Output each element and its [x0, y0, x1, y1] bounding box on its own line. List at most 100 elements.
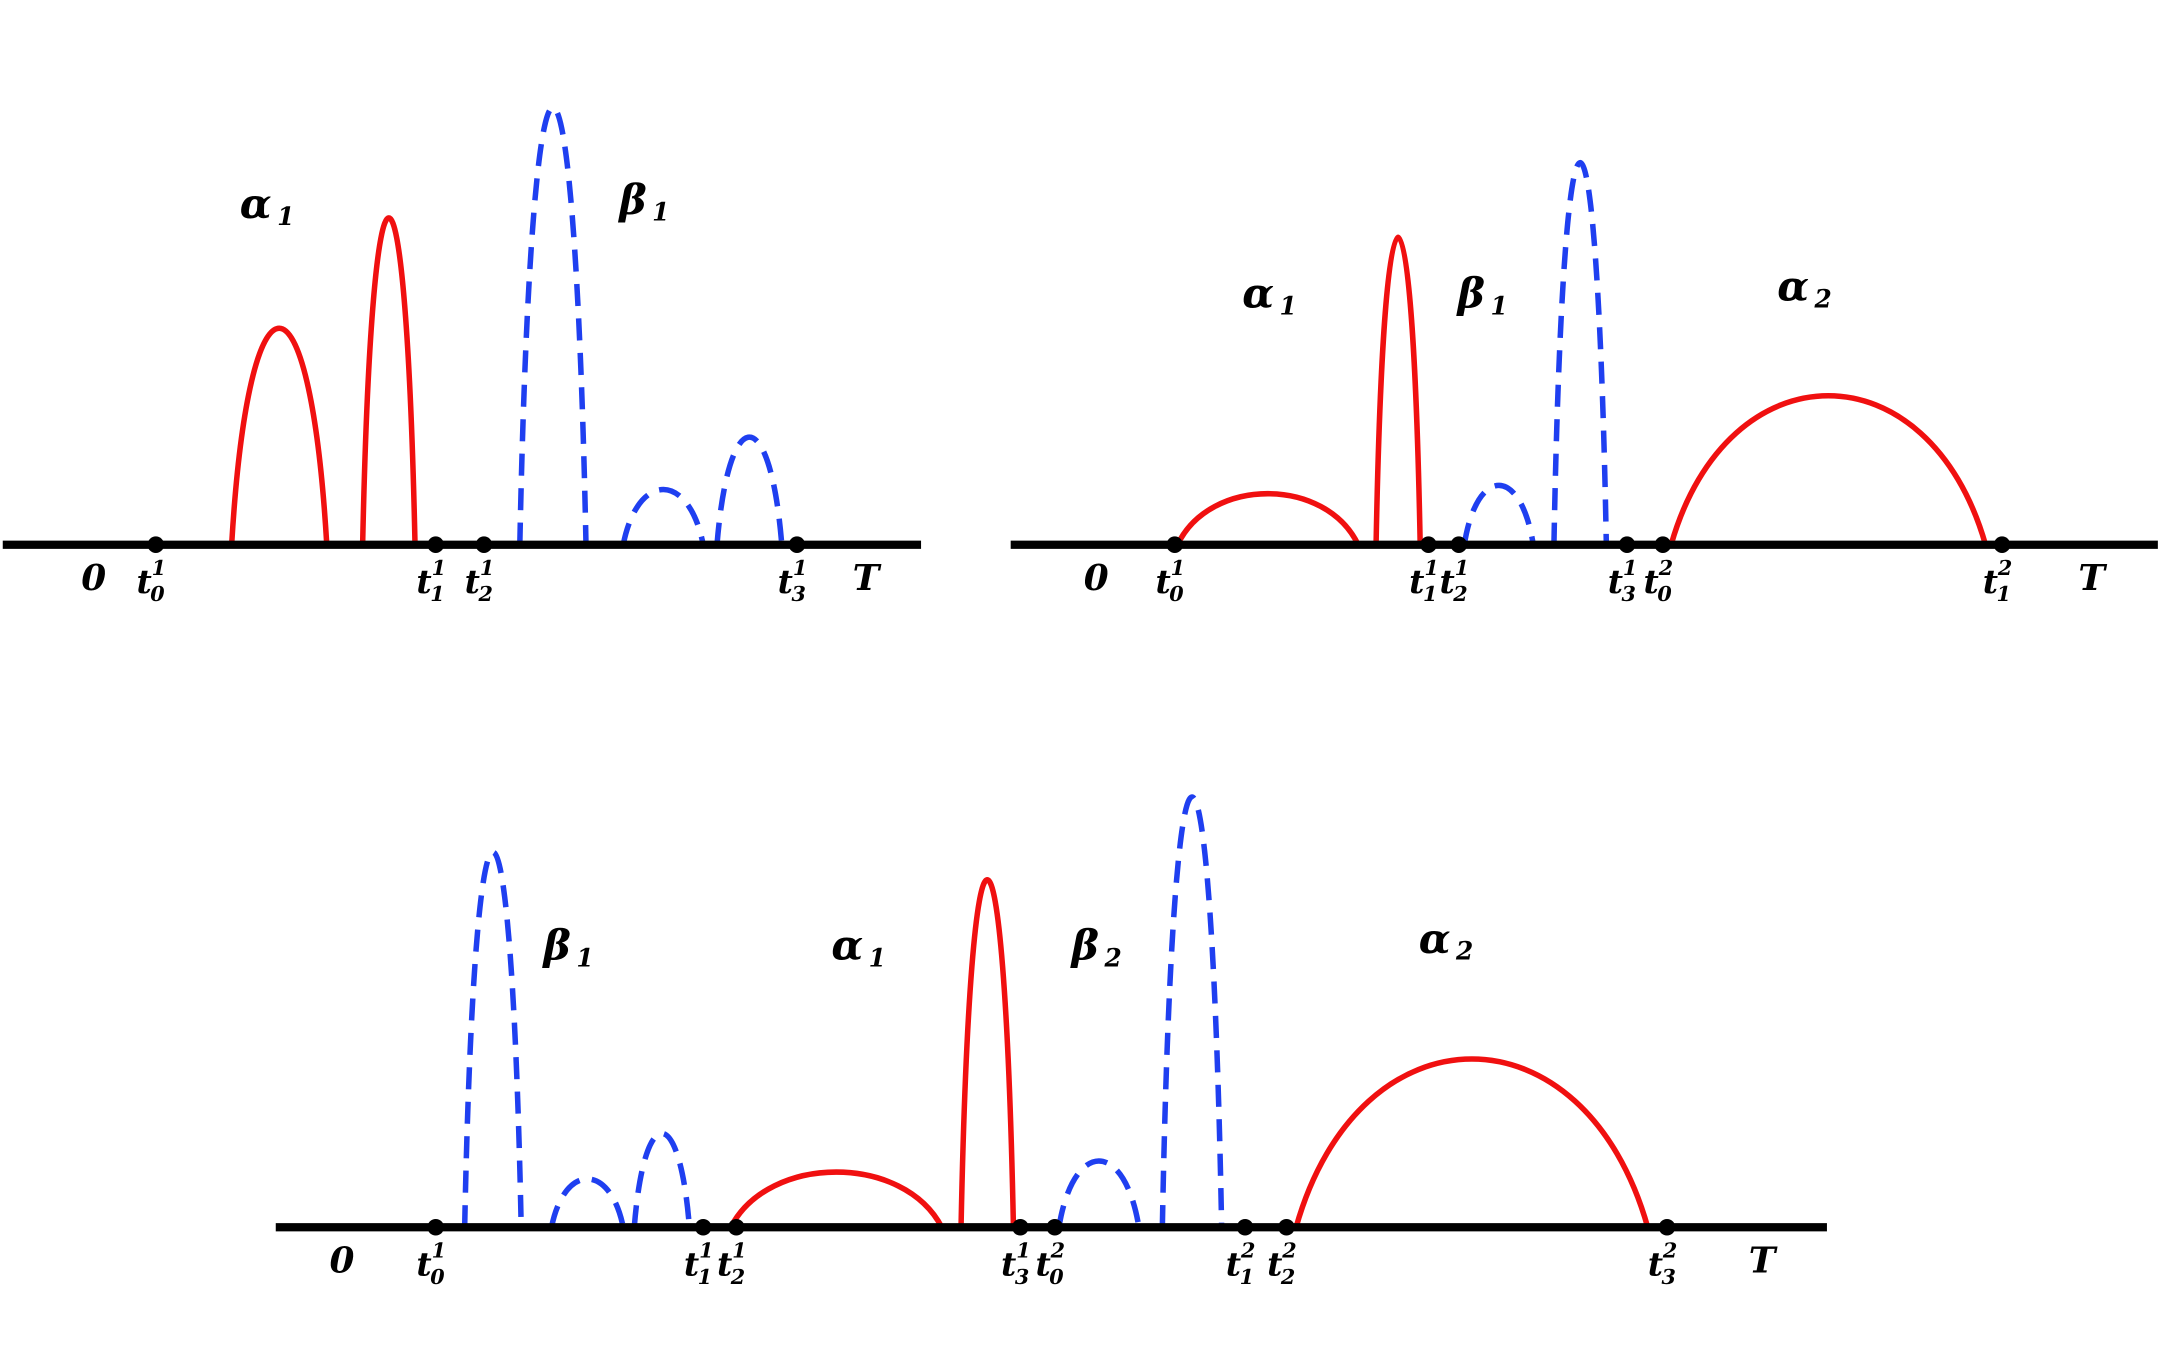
tick-sub: 0 — [1049, 1265, 1064, 1289]
blue-arc — [631, 1131, 693, 1228]
tick-label: t — [1155, 562, 1170, 601]
phase-label: α — [1419, 914, 1451, 963]
tick-label: t — [717, 1244, 732, 1283]
tick-sup: 1 — [699, 1239, 713, 1263]
tick-label: t — [137, 562, 152, 601]
tick-dot — [427, 536, 444, 553]
blue-arc — [620, 487, 706, 546]
tick-sub: 3 — [1015, 1265, 1029, 1289]
phase-label: α — [1777, 262, 1809, 311]
tick-sub: 1 — [1997, 582, 2011, 606]
end-label: T — [2078, 557, 2107, 599]
tick-label: t — [1001, 1244, 1016, 1283]
tick-sup: 1 — [1424, 556, 1438, 580]
tick-label: t — [1226, 1244, 1241, 1283]
end-label: T — [1749, 1240, 1778, 1282]
tick-sup: 1 — [1455, 556, 1469, 580]
tick-dot — [694, 1218, 712, 1236]
phase-sub: 2 — [1455, 937, 1473, 966]
tick-label: t — [1409, 562, 1424, 601]
tick-sub: 0 — [1657, 582, 1672, 606]
red-arc — [958, 877, 1017, 1228]
phase-label: α — [831, 921, 863, 970]
tick-sup: 2 — [1050, 1239, 1065, 1263]
blue-arc — [714, 434, 785, 545]
tick-sup: 1 — [152, 556, 166, 580]
tick-sub: 1 — [698, 1265, 712, 1289]
tick-sup: 1 — [793, 556, 807, 580]
phase-label: β — [1069, 921, 1098, 970]
tick-dot — [1450, 536, 1468, 553]
tick-sub: 0 — [430, 1265, 445, 1289]
tick-label: t — [1983, 562, 1998, 601]
phase-sub: 2 — [1814, 285, 1832, 314]
tick-dot — [475, 536, 493, 553]
tick-label: t — [416, 1244, 431, 1283]
tick-sup: 2 — [1658, 556, 1673, 580]
tick-label: t — [1648, 1244, 1663, 1283]
tick-sub: 1 — [1423, 582, 1437, 606]
tick-dot — [1993, 536, 2011, 553]
tick-dot — [1012, 1218, 1029, 1236]
red-arc — [728, 1169, 945, 1229]
origin-label: 0 — [81, 557, 106, 599]
tick-dot — [1166, 536, 1184, 553]
phase-sub: 2 — [1103, 944, 1121, 973]
tick-sup: 2 — [1281, 1239, 1296, 1263]
tick-dot — [1236, 1218, 1254, 1236]
red-arc — [1373, 234, 1423, 545]
tick-sup: 1 — [1016, 1239, 1030, 1263]
tick-dot — [1658, 1218, 1676, 1236]
tick-dot — [147, 536, 165, 553]
blue-arc — [1551, 160, 1610, 545]
tick-sup: 1 — [432, 556, 446, 580]
tick-dot — [728, 1218, 745, 1236]
tick-label: t — [1267, 1244, 1282, 1283]
red-arc — [228, 325, 330, 545]
tick-label: t — [684, 1244, 699, 1283]
tick-sub: 2 — [1452, 582, 1467, 606]
tick-dot — [427, 1218, 444, 1236]
tick-sub: 2 — [730, 1265, 745, 1289]
tick-sup: 1 — [432, 1239, 446, 1263]
tick-sub: 3 — [1661, 1265, 1675, 1289]
tick-label: t — [416, 562, 431, 601]
tick-sub: 0 — [1169, 582, 1184, 606]
phase-label: β — [1456, 269, 1485, 318]
tick-sup: 2 — [1240, 1239, 1255, 1263]
tick-sup: 1 — [732, 1239, 746, 1263]
tick-label: t — [778, 562, 793, 601]
tick-sub: 2 — [477, 582, 492, 606]
tick-sup: 1 — [1623, 556, 1637, 580]
tick-dot — [1420, 536, 1437, 553]
blue-arc — [1056, 1158, 1142, 1228]
tick-label: t — [1608, 562, 1623, 601]
tick-sub: 2 — [1280, 1265, 1295, 1289]
tick-label: t — [1644, 562, 1659, 601]
red-arc — [1668, 393, 1989, 546]
tick-dot — [1618, 536, 1636, 553]
phase-sub: 1 — [576, 944, 593, 973]
phase-sub: 1 — [652, 198, 669, 227]
red-arc — [1293, 1056, 1651, 1228]
origin-label: 0 — [329, 1240, 354, 1282]
red-arc — [359, 215, 418, 545]
red-arc — [1175, 491, 1361, 546]
blue-arc — [1159, 794, 1225, 1228]
phase-sub: 1 — [277, 202, 294, 231]
tick-sub: 1 — [1240, 1265, 1254, 1289]
tick-sub: 0 — [150, 582, 165, 606]
phase-sub: 1 — [1280, 291, 1297, 320]
end-label: T — [853, 557, 882, 599]
tick-dot — [1046, 1218, 1064, 1236]
blue-arc — [548, 1176, 626, 1228]
tick-dot — [788, 536, 806, 553]
tick-dot — [1654, 536, 1672, 553]
tick-sub: 1 — [430, 582, 444, 606]
tick-sup: 1 — [480, 556, 494, 580]
tick-dot — [1278, 1218, 1295, 1236]
